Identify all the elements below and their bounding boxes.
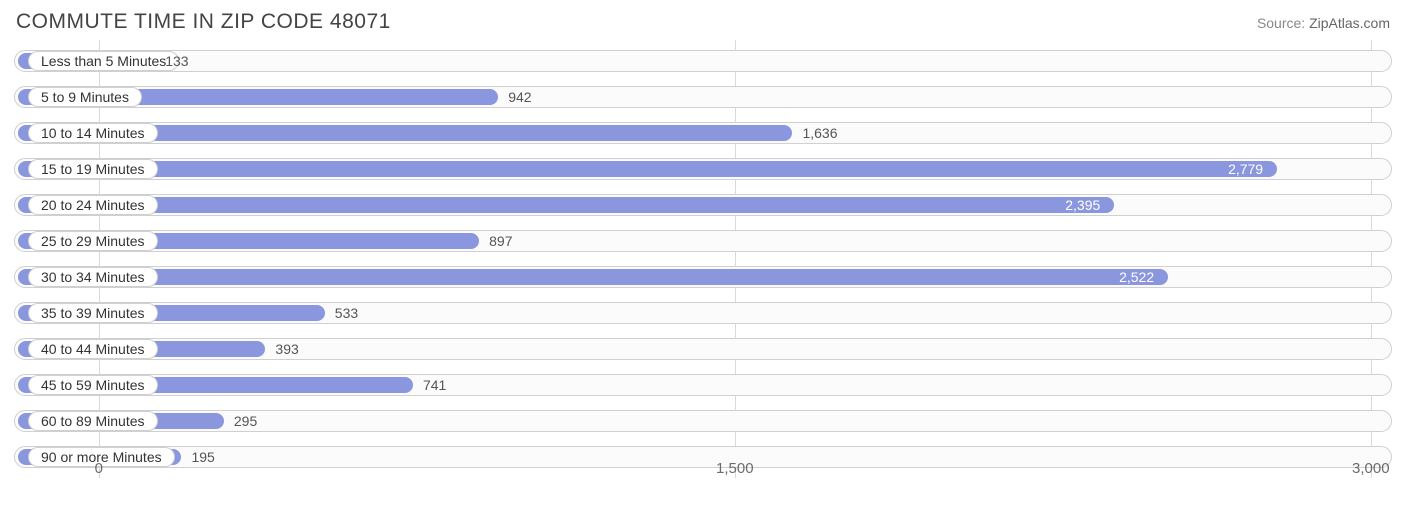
category-label: 25 to 29 Minutes	[28, 231, 158, 251]
bar-row: 15 to 19 Minutes 2,779	[14, 154, 1392, 184]
value-label: 2,779	[1228, 161, 1263, 177]
category-label: Less than 5 Minutes	[28, 51, 179, 71]
bars-container: Less than 5 Minutes133 5 to 9 Minutes 942 1…	[14, 40, 1392, 472]
value-label: 295	[234, 413, 257, 429]
value-label: 942	[508, 89, 531, 105]
category-label: 35 to 39 Minutes	[28, 303, 158, 323]
category-label: 20 to 24 Minutes	[28, 195, 158, 215]
bar-row: 20 to 24 Minutes 2,395	[14, 190, 1392, 220]
source-prefix: Source:	[1257, 15, 1309, 31]
value-label: 741	[423, 377, 446, 393]
bar-fill	[18, 197, 1114, 213]
bar-row: 60 to 89 Minutes 295	[14, 406, 1392, 436]
bar-fill	[18, 269, 1168, 285]
bar-row: 30 to 34 Minutes 2,522	[14, 262, 1392, 292]
category-label: 5 to 9 Minutes	[28, 87, 142, 107]
value-label: 1,636	[802, 125, 837, 141]
value-label: 133	[165, 53, 188, 69]
bar-row: 35 to 39 Minutes 533	[14, 298, 1392, 328]
bar-row: 25 to 29 Minutes 897	[14, 226, 1392, 256]
category-label: 60 to 89 Minutes	[28, 411, 158, 431]
value-label: 897	[489, 233, 512, 249]
category-label: 15 to 19 Minutes	[28, 159, 158, 179]
value-label: 393	[275, 341, 298, 357]
x-tick: 1,500	[716, 460, 754, 477]
x-tick: 3,000	[1352, 460, 1390, 477]
category-label: 30 to 34 Minutes	[28, 267, 158, 287]
x-tick: 0	[95, 460, 103, 477]
category-label: 40 to 44 Minutes	[28, 339, 158, 359]
bar-row: 10 to 14 Minutes 1,636	[14, 118, 1392, 148]
bar-track	[14, 50, 1392, 72]
bar-row: 40 to 44 Minutes 393	[14, 334, 1392, 364]
value-label: 2,395	[1065, 197, 1100, 213]
source-name: ZipAtlas.com	[1309, 15, 1390, 31]
category-label: 10 to 14 Minutes	[28, 123, 158, 143]
chart-source: Source: ZipAtlas.com	[1257, 15, 1390, 31]
bar-row: Less than 5 Minutes133	[14, 46, 1392, 76]
plot-area: Less than 5 Minutes133 5 to 9 Minutes 942 1…	[14, 40, 1392, 478]
value-label: 533	[335, 305, 358, 321]
bar-row: 5 to 9 Minutes 942	[14, 82, 1392, 112]
x-axis: 0 1,500 3,000	[14, 456, 1392, 480]
category-label: 45 to 59 Minutes	[28, 375, 158, 395]
bar-fill	[18, 161, 1277, 177]
chart-header: COMMUTE TIME IN ZIP CODE 48071 Source: Z…	[14, 10, 1392, 34]
bar-row: 45 to 59 Minutes 741	[14, 370, 1392, 400]
value-label: 2,522	[1119, 269, 1154, 285]
chart-title: COMMUTE TIME IN ZIP CODE 48071	[16, 10, 391, 34]
commute-time-chart: COMMUTE TIME IN ZIP CODE 48071 Source: Z…	[0, 0, 1406, 522]
